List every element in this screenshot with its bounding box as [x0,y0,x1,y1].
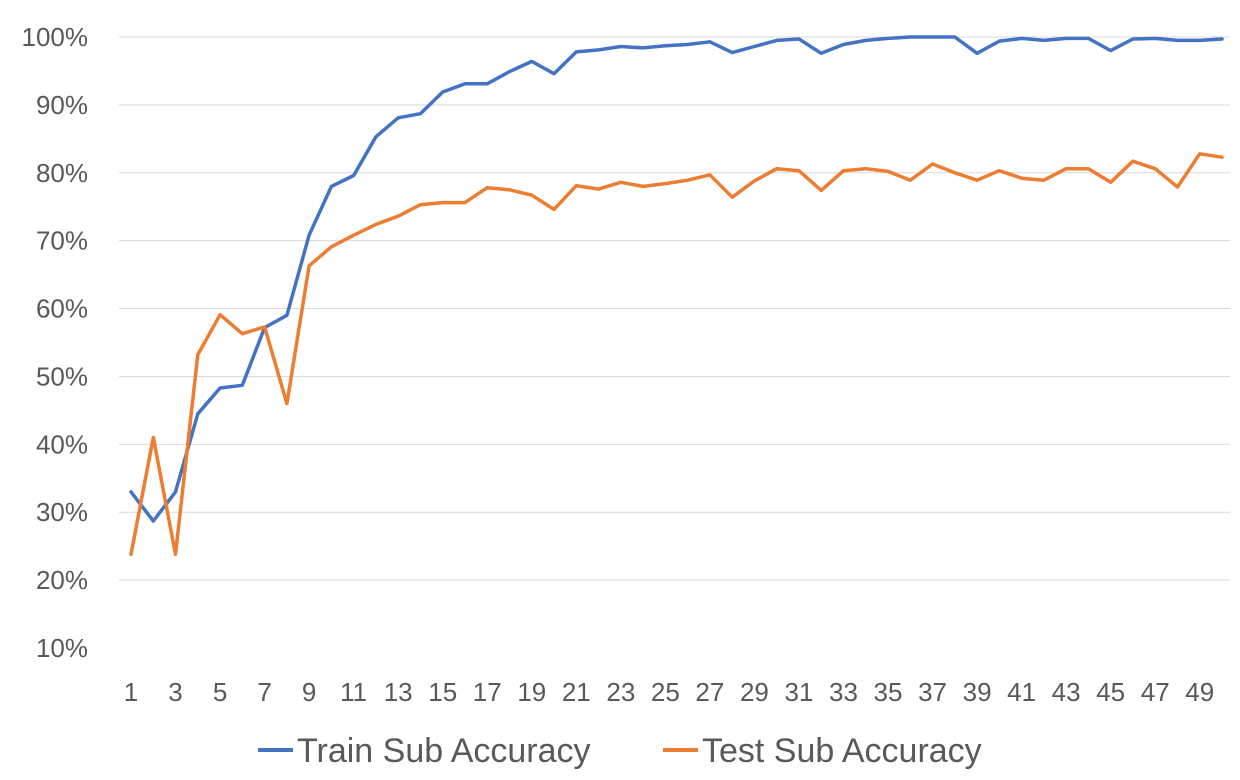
y-tick-label: 80% [36,158,88,188]
x-tick-label: 45 [1096,677,1125,707]
x-tick-label: 39 [963,677,992,707]
y-axis-tick-labels: 10% 20% 30% 40% 50% 60% 70% 80% 90% 100% [22,22,89,663]
y-tick-label: 60% [36,294,88,324]
x-tick-label: 21 [562,677,591,707]
x-tick-label: 43 [1052,677,1081,707]
series-line-train [129,35,1224,523]
x-tick-label: 29 [740,677,769,707]
x-tick-label: 41 [1007,677,1036,707]
series-line-test [129,152,1224,557]
x-tick-label: 33 [829,677,858,707]
x-axis-tick-labels: 1 3 5 7 9 11 13 15 17 19 21 23 25 27 29 31 33 35 37 39 41 43 4… [124,677,1214,707]
x-tick-label: 31 [784,677,813,707]
y-tick-label: 40% [36,429,88,459]
x-tick-label: 9 [302,677,316,707]
legend: Train Sub Accuracy Test Sub Accuracy [258,732,982,770]
y-tick-label: 20% [36,565,88,595]
gridlines [119,36,1230,581]
x-tick-label: 37 [918,677,947,707]
x-tick-label: 25 [651,677,680,707]
x-tick-label: 27 [695,677,724,707]
series-lines [129,35,1224,557]
y-tick-label: 70% [36,226,88,256]
y-tick-label: 90% [36,90,88,120]
x-tick-label: 1 [124,677,138,707]
y-tick-label: 50% [36,361,88,391]
x-tick-label: 35 [874,677,903,707]
x-tick-label: 11 [340,677,367,707]
x-tick-label: 15 [428,677,457,707]
x-tick-label: 7 [257,677,271,707]
x-tick-label: 23 [606,677,635,707]
x-tick-label: 5 [213,677,227,707]
x-tick-label: 47 [1141,677,1170,707]
x-tick-label: 19 [517,677,546,707]
y-tick-label: 30% [36,497,88,527]
x-tick-label: 3 [168,677,182,707]
x-tick-label: 17 [473,677,502,707]
legend-label-test: Test Sub Accuracy [702,732,982,770]
x-tick-label: 13 [384,677,413,707]
x-tick-label: 49 [1185,677,1214,707]
y-tick-label: 10% [36,633,88,663]
y-tick-label: 100% [22,22,89,52]
legend-label-train: Train Sub Accuracy [297,732,591,770]
